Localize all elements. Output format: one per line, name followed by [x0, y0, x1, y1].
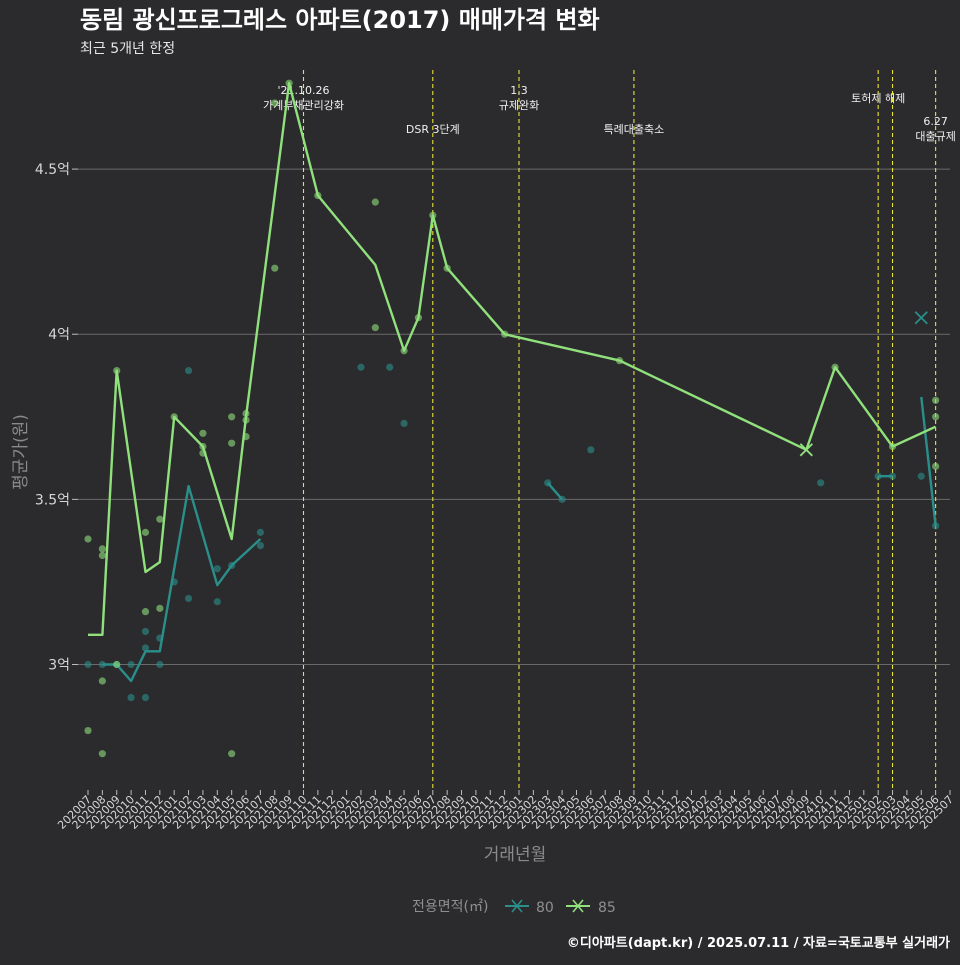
data-point-80 [386, 363, 394, 371]
data-point-85 [271, 264, 279, 272]
data-point-85 [156, 604, 164, 612]
data-point-85 [228, 439, 236, 447]
series-layer [84, 79, 940, 758]
event-label: DSR 3단계 [406, 123, 460, 136]
y-tick-label: 3.5억 [35, 492, 70, 508]
data-point-80 [817, 479, 825, 487]
event-label: 가계부채관리강화 [263, 99, 344, 112]
data-point-85 [228, 413, 236, 421]
data-point-80 [141, 693, 150, 702]
data-point-85 [98, 551, 106, 560]
data-point-80 [156, 660, 164, 669]
y-axis: 3억 3.5억 4억 4.5억 [35, 162, 78, 673]
legend-key-80 [505, 899, 529, 913]
data-point-85 [141, 528, 150, 536]
legend-key-85 [566, 899, 590, 913]
event-label: 대출규제 [915, 130, 955, 143]
data-point-85 [371, 324, 379, 332]
data-point-85 [98, 677, 106, 685]
series-line-80 [102, 484, 262, 683]
data-point-80 [357, 363, 365, 371]
event-label: 토허제 해제 [851, 91, 905, 105]
legend-label-80: 80 [536, 900, 554, 916]
data-point-80 [213, 598, 221, 606]
data-point-80 [98, 660, 106, 669]
data-point-80 [141, 627, 150, 636]
y-tick-label: 4억 [48, 327, 70, 343]
y-axis-label: 평균가(원) [11, 414, 31, 490]
y-tick-label: 3억 [48, 657, 70, 673]
y-tick-label: 4.5억 [35, 162, 70, 178]
event-label: 규제완화 [499, 99, 539, 112]
series-segment-80 [546, 482, 564, 501]
data-point-85 [932, 396, 940, 404]
data-point-80 [917, 472, 925, 480]
data-point-85 [98, 750, 106, 758]
data-point-80 [213, 565, 221, 573]
data-point-80 [127, 693, 135, 702]
data-point-85 [98, 545, 106, 553]
data-point-80 [84, 660, 92, 669]
data-point-85 [84, 726, 92, 735]
data-point-80 [127, 660, 135, 669]
event-label: 6.27 [923, 115, 948, 128]
cross-marker-85 [799, 443, 813, 457]
series-line-85 [88, 81, 937, 636]
data-point-80 [400, 419, 408, 427]
source-caption: ©디아파트(dapt.kr) / 2025.07.11 / 자료=국토교통부 실… [567, 935, 950, 951]
series-segment-80 [920, 396, 937, 526]
x-axis-label: 거래년월 [484, 845, 547, 865]
data-point-80 [888, 472, 897, 480]
data-point-80 [141, 644, 150, 652]
data-point-80 [184, 594, 193, 603]
event-label: 특례대출축소 [604, 123, 665, 136]
cross-marker-80 [914, 311, 928, 325]
data-point-80 [587, 446, 595, 454]
data-point-80 [256, 528, 264, 536]
event-label: 1.3 [510, 84, 528, 97]
data-point-85 [141, 608, 150, 616]
grid-lines [78, 168, 950, 665]
chart-subtitle: 최근 5개년 한정 [80, 41, 175, 57]
legend: 전용면적(㎡) 80 85 [412, 899, 616, 916]
data-point-85 [271, 99, 279, 107]
data-point-85 [932, 413, 940, 421]
series-80 [84, 311, 940, 702]
data-point-85 [199, 429, 207, 437]
event-label: '21.10.26 [277, 84, 329, 97]
data-point-85 [156, 515, 164, 523]
data-point-80 [256, 541, 264, 550]
chart-title: 동림 광신프로그레스 아파트(2017) 매매가격 변화 [80, 6, 600, 34]
data-point-85 [113, 660, 121, 669]
data-point-85 [84, 535, 92, 543]
data-point-85 [228, 750, 236, 758]
legend-title: 전용면적(㎡) [412, 899, 488, 915]
legend-label-85: 85 [598, 900, 616, 916]
data-point-80 [874, 472, 882, 480]
data-point-85 [371, 198, 379, 206]
data-point-80 [184, 366, 193, 375]
x-axis: 2020072020082020092020102020112020122021… [55, 790, 956, 832]
data-point-85 [932, 462, 940, 470]
series-85 [84, 79, 940, 758]
